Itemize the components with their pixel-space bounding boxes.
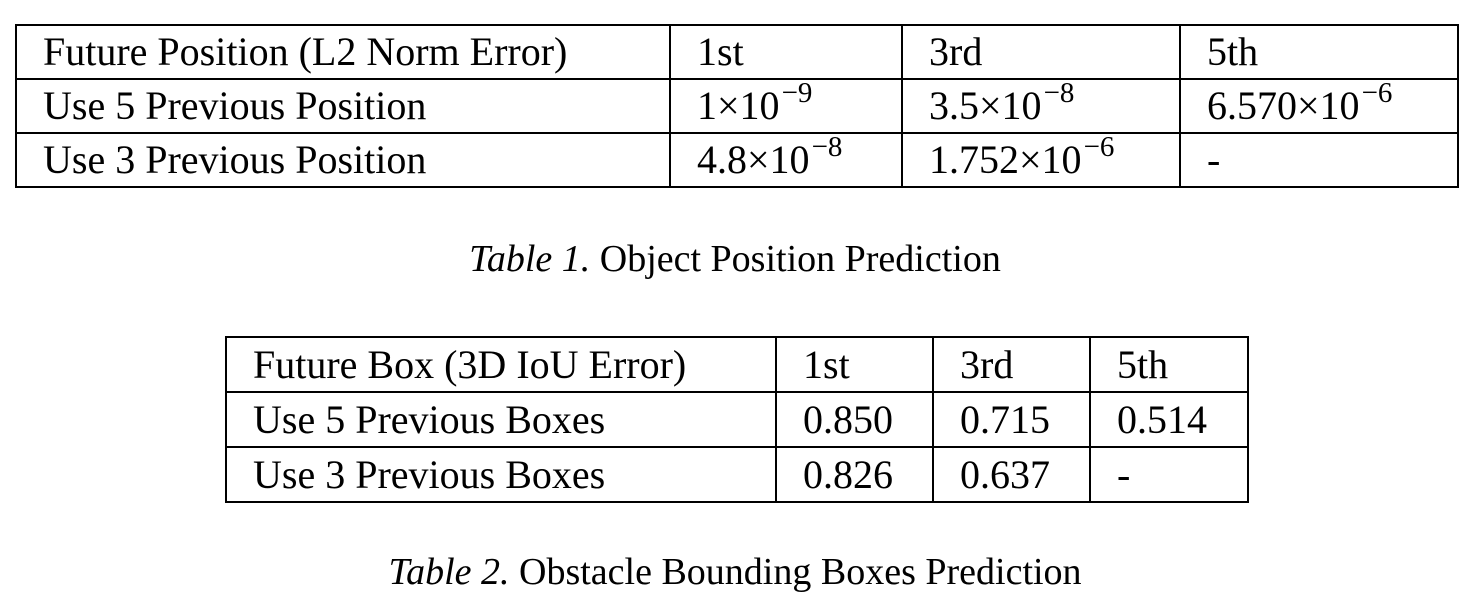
- caption-text: Obstacle Bounding Boxes Prediction: [519, 551, 1082, 593]
- table-row: Use 3 Previous Boxes 0.826 0.637 -: [225, 446, 1249, 503]
- position-prediction-table: Future Position (L2 Norm Error) 1st 3rd …: [15, 24, 1459, 188]
- column-header: 1st: [775, 336, 934, 393]
- cell-mantissa: 6.570×10: [1207, 83, 1360, 128]
- table-caption: Table 2. Obstacle Bounding Boxes Predict…: [0, 553, 1470, 591]
- table-cell: -: [1179, 132, 1459, 188]
- column-header: 1st: [669, 24, 903, 80]
- cell-exponent: −9: [781, 79, 813, 109]
- caption-label: Table 1.: [469, 238, 591, 280]
- cell-mantissa: 3.5×10: [929, 83, 1042, 128]
- table-cell: 0.514: [1089, 391, 1249, 448]
- cell-mantissa: -: [1207, 137, 1221, 182]
- cell-exponent: −8: [811, 133, 843, 163]
- row-label: Use 3 Previous Position: [15, 132, 671, 188]
- row-label: Use 5 Previous Boxes: [225, 391, 777, 448]
- cell-exponent: −6: [1361, 79, 1393, 109]
- table-cell: 6.570×10−6: [1179, 78, 1459, 134]
- table-row: Use 3 Previous Position 4.8×10−8 1.752×1…: [15, 132, 1459, 188]
- table-caption: Table 1. Object Position Prediction: [0, 240, 1470, 278]
- caption-label: Table 2.: [388, 551, 510, 593]
- cell-exponent: −8: [1043, 79, 1075, 109]
- column-header: 3rd: [901, 24, 1181, 80]
- cell-mantissa: 1×10: [697, 83, 780, 128]
- table-cell: 4.8×10−8: [669, 132, 903, 188]
- table-cell: 3.5×10−8: [901, 78, 1181, 134]
- column-header: 5th: [1179, 24, 1459, 80]
- table-row: Use 5 Previous Position 1×10−9 3.5×10−8 …: [15, 78, 1459, 134]
- column-header: Future Position (L2 Norm Error): [15, 24, 671, 80]
- table-cell: 0.826: [775, 446, 934, 503]
- table-cell: 0.637: [932, 446, 1091, 503]
- table-header-row: Future Position (L2 Norm Error) 1st 3rd …: [15, 24, 1459, 80]
- cell-mantissa: 4.8×10: [697, 137, 810, 182]
- row-label: Use 5 Previous Position: [15, 78, 671, 134]
- table-cell: 1×10−9: [669, 78, 903, 134]
- table-header-row: Future Box (3D IoU Error) 1st 3rd 5th: [225, 336, 1249, 393]
- bounding-box-prediction-table: Future Box (3D IoU Error) 1st 3rd 5th Us…: [225, 336, 1249, 503]
- column-header: 3rd: [932, 336, 1091, 393]
- cell-exponent: −6: [1083, 133, 1115, 163]
- table-cell: -: [1089, 446, 1249, 503]
- column-header: 5th: [1089, 336, 1249, 393]
- cell-mantissa: 1.752×10: [929, 137, 1082, 182]
- table-cell: 0.715: [932, 391, 1091, 448]
- table-cell: 0.850: [775, 391, 934, 448]
- row-label: Use 3 Previous Boxes: [225, 446, 777, 503]
- table-cell: 1.752×10−6: [901, 132, 1181, 188]
- caption-text: Object Position Prediction: [599, 238, 1001, 280]
- table-row: Use 5 Previous Boxes 0.850 0.715 0.514: [225, 391, 1249, 448]
- column-header: Future Box (3D IoU Error): [225, 336, 777, 393]
